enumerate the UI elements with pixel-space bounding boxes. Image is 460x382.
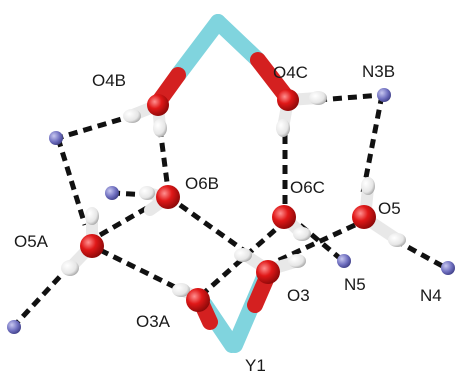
hydrogen-atom <box>288 254 306 268</box>
nitrogen-atoms <box>7 88 455 334</box>
bond-o4c-y <box>250 52 293 103</box>
label-y1: Y1 <box>245 356 266 375</box>
hydrogen-atom <box>361 177 375 195</box>
label-o6c: O6C <box>290 178 325 197</box>
hydrogen-atom <box>139 186 155 200</box>
hydrogen-atom <box>85 207 99 225</box>
oxygen-atom-o4b <box>147 94 169 116</box>
label-o6b: O6B <box>185 174 219 193</box>
oxygen-atom-o5a <box>80 234 104 258</box>
hbond-o4b-o6b <box>157 127 171 191</box>
label-n4: N4 <box>420 286 442 305</box>
hbond-o5a-o3a <box>98 247 187 295</box>
hydrogen-atom <box>61 260 79 276</box>
hydrogen-atom <box>276 119 290 137</box>
oxygen-atom-o6b <box>156 185 180 209</box>
bond-y-top-o4c <box>210 14 266 68</box>
hydrogen-atom <box>293 227 311 241</box>
label-o5a: O5A <box>14 232 49 251</box>
hbond-o5a-o6b <box>98 202 154 238</box>
oxygen-atom-o5 <box>352 205 376 229</box>
hbond-n3b-o5 <box>359 94 385 199</box>
hydrogen-atom <box>153 119 167 137</box>
label-n3b: N3B <box>362 62 395 81</box>
oxygen-atoms <box>80 89 376 312</box>
nitrogen-atom-n5 <box>337 254 351 268</box>
nitrogen-atom-bottom-left <box>7 320 21 334</box>
oxygen-atom-o6c <box>272 205 296 229</box>
label-o4c: O4C <box>273 63 308 82</box>
hydrogen-atom <box>172 283 190 297</box>
hbond-o6c-n5 <box>298 223 344 262</box>
label-n5: N5 <box>344 275 366 294</box>
bond-y-top-o4b <box>170 14 226 83</box>
label-o4b: O4B <box>92 71 126 90</box>
hydrogen-atoms <box>61 91 406 297</box>
hbond-o5-n4 <box>393 237 448 271</box>
oxygen-atom-o3a <box>186 288 210 312</box>
hydrogen-atom <box>388 233 406 247</box>
oxygen-atom-o3 <box>256 260 280 284</box>
nitrogen-atom-mid <box>105 186 119 200</box>
nitrogen-atom-left <box>49 131 63 145</box>
hydrogen-atom <box>309 91 327 105</box>
label-o3: O3 <box>287 286 310 305</box>
oxygen-atom-o4c <box>277 89 299 111</box>
hydrogen-atom <box>123 109 141 123</box>
label-o3a: O3A <box>136 312 171 331</box>
nitrogen-atom-n3b <box>377 88 391 102</box>
hbond-n-o5a <box>55 137 88 226</box>
hbond-o4c-n3b <box>317 92 383 103</box>
label-o5: O5 <box>378 199 401 218</box>
hydrogen-bonds <box>12 92 448 328</box>
hydrogen-atom <box>234 248 252 262</box>
atom-labels: O4B O4C N3B O6B O6C O5 O5A N5 N4 O3 O3A … <box>14 62 442 375</box>
hbond-o4b-n <box>57 112 136 141</box>
nitrogen-atom-n4 <box>441 261 455 275</box>
